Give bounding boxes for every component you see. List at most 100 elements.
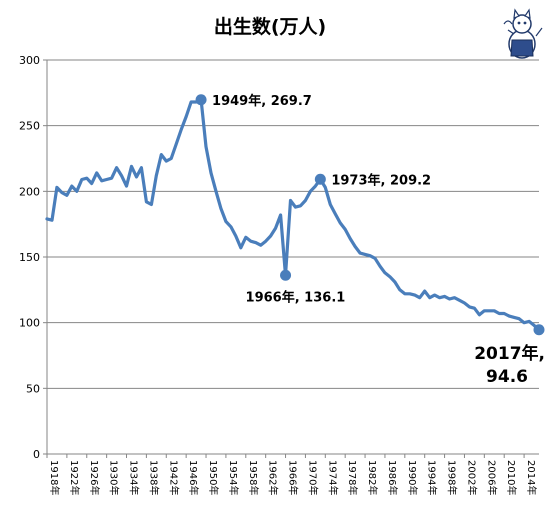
data-point <box>364 253 366 255</box>
annotation-label: 1973年, 209.2 <box>331 172 431 188</box>
data-point <box>56 186 58 188</box>
data-point <box>294 206 297 208</box>
x-tick-label: 1922年 <box>68 460 81 495</box>
data-point <box>250 240 252 242</box>
data-point <box>150 203 152 206</box>
y-tick-label: 200 <box>19 185 40 198</box>
data-point <box>349 238 351 240</box>
data-point <box>175 143 177 145</box>
x-tick-label: 1958年 <box>247 460 260 495</box>
data-point <box>533 324 535 326</box>
data-point <box>130 165 133 167</box>
data-point <box>414 294 416 296</box>
x-tick-label: 1938年 <box>147 460 160 495</box>
x-tick-label: 1930年 <box>108 460 121 495</box>
data-point <box>399 289 401 291</box>
x-tick-label: 1962年 <box>267 460 280 495</box>
data-point <box>185 115 187 118</box>
y-tick-label: 0 <box>33 448 40 461</box>
data-point <box>66 194 68 196</box>
data-point <box>463 302 466 304</box>
data-point <box>439 297 441 299</box>
data-point <box>240 247 242 249</box>
data-point <box>96 172 98 174</box>
data-point <box>205 146 207 148</box>
data-point <box>448 298 451 300</box>
annotations: 1949年, 269.7 1966年, 136.1 1973年, 209.2 2017… <box>195 93 545 387</box>
x-tick-label: 1966年 <box>287 460 300 495</box>
data-point <box>344 228 346 231</box>
data-point <box>508 315 510 317</box>
data-point <box>210 172 212 174</box>
data-point <box>289 199 292 202</box>
y-tick-label: 50 <box>26 382 40 395</box>
data-point <box>339 222 341 224</box>
data-point <box>354 245 356 248</box>
data-point <box>51 219 53 221</box>
x-tick-label: 2014年 <box>525 460 538 495</box>
data-point <box>498 312 500 315</box>
data-point <box>46 218 48 220</box>
highlight-marker <box>195 94 207 106</box>
data-point <box>61 192 63 194</box>
x-tick-label: 1978年 <box>346 460 359 495</box>
data-point <box>488 310 490 312</box>
data-point <box>369 255 371 257</box>
data-point <box>359 252 361 254</box>
x-tick-label: 1982年 <box>366 460 379 495</box>
x-tick-label: 1970年 <box>306 460 319 495</box>
x-tick-label: 2002年 <box>465 460 478 495</box>
data-point <box>314 185 316 187</box>
data-point <box>120 174 123 177</box>
data-point <box>374 257 376 259</box>
data-point <box>384 272 386 274</box>
data-point <box>265 240 267 242</box>
data-point <box>434 294 436 296</box>
data-point <box>91 182 93 185</box>
data-point <box>409 293 411 295</box>
annotation-label: 1949年, 269.7 <box>212 93 312 109</box>
x-tick-label: 1918年 <box>48 460 61 495</box>
data-point <box>180 129 182 131</box>
highlight-marker <box>533 324 545 336</box>
data-point <box>424 290 426 292</box>
data-point <box>140 167 143 169</box>
data-point <box>190 101 192 103</box>
data-point <box>279 214 282 216</box>
data-point <box>220 207 222 210</box>
data-point <box>404 293 406 295</box>
cat-mascot-icon <box>503 8 543 59</box>
data-point <box>513 316 515 319</box>
data-point <box>145 201 147 203</box>
data-point <box>135 176 138 178</box>
data-point <box>329 203 331 206</box>
data-point <box>324 186 326 188</box>
x-tick-label: 1950年 <box>207 460 220 495</box>
data-point <box>101 180 103 182</box>
data-point <box>334 213 336 215</box>
y-tick-label: 100 <box>19 317 40 330</box>
data-point <box>299 205 302 207</box>
data-point <box>379 265 381 267</box>
y-axis: 0 50 100 150 200 250 300 <box>19 54 47 461</box>
y-tick-label: 150 <box>19 251 40 264</box>
data-point <box>443 295 446 297</box>
x-tick-label: 1946年 <box>187 460 200 495</box>
data-point <box>260 244 262 246</box>
data-point <box>115 167 118 169</box>
data-point <box>270 235 272 237</box>
series-path <box>45 98 541 332</box>
data-point <box>106 178 108 181</box>
data-point <box>215 190 217 192</box>
annotation-label: 2017年, <box>474 343 545 364</box>
data-point <box>518 318 520 320</box>
data-point <box>255 241 257 244</box>
data-point <box>160 153 162 156</box>
data-point <box>71 185 73 187</box>
x-tick-label: 1990年 <box>406 460 419 495</box>
data-point <box>111 177 113 179</box>
y-tick-label: 250 <box>19 120 40 133</box>
data-point <box>76 190 78 192</box>
data-point <box>245 236 247 238</box>
data-point <box>230 226 232 228</box>
